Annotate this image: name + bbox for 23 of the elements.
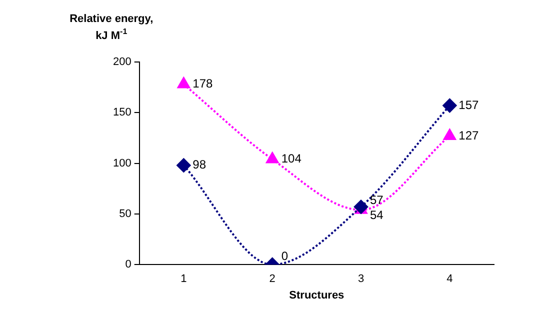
point bbox=[442, 98, 457, 113]
point bbox=[266, 152, 279, 164]
data-label: 98 bbox=[192, 158, 206, 172]
data-label: 104 bbox=[281, 152, 302, 166]
x-tick-label: 2 bbox=[269, 273, 276, 286]
data-label: 0 bbox=[281, 248, 288, 263]
y-tick-label: 0 bbox=[125, 258, 132, 271]
data-label: 178 bbox=[192, 76, 214, 91]
x-axis-title: Structures bbox=[289, 289, 344, 302]
y-tick-label: 150 bbox=[112, 106, 132, 119]
data-label: 54 bbox=[370, 208, 384, 222]
y-tick-label: 100 bbox=[112, 157, 132, 170]
y-tick-label: 50 bbox=[119, 208, 132, 220]
data-label: 127 bbox=[458, 128, 480, 142]
point bbox=[443, 128, 456, 140]
data-label: 157 bbox=[458, 98, 480, 112]
point bbox=[176, 158, 191, 172]
x-tick-label: 3 bbox=[358, 273, 364, 286]
point bbox=[177, 77, 190, 88]
data-label: 57 bbox=[370, 193, 384, 208]
x-tick-label: 1 bbox=[180, 273, 187, 286]
x-tick-label: 4 bbox=[446, 273, 453, 286]
y-tick-label: 200 bbox=[112, 56, 132, 68]
